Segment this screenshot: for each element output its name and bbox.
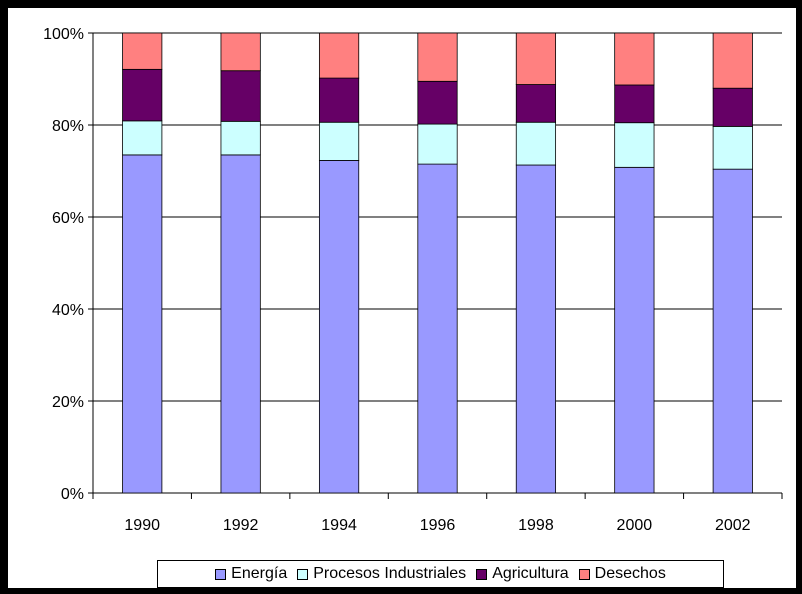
y-tick-label: 20%: [52, 394, 84, 411]
bar-segment: [220, 154, 261, 494]
bar-segment: [318, 32, 360, 79]
bar-segment: [712, 125, 753, 170]
x-tick-label: 1998: [518, 517, 554, 534]
legend-label: Agricultura: [492, 565, 569, 582]
stacked-bar-chart: 0% 20% 40% 60% 80% 100% 1990 1992 1994 1996 1998 20…: [43, 26, 783, 534]
legend-swatch: [215, 568, 227, 580]
bar-segment: [417, 32, 458, 82]
bar-segment: [712, 87, 753, 127]
bar-segment: [515, 164, 557, 494]
bar-segment: [614, 32, 655, 86]
bar-segment: [220, 32, 261, 72]
bar-segment: [614, 122, 655, 168]
bar-segment: [417, 163, 458, 494]
x-tick-label: 1994: [321, 517, 357, 534]
x-tick-label: 1996: [420, 517, 456, 534]
y-tick-label: 0%: [61, 486, 84, 503]
y-tick-label: 60%: [52, 210, 84, 227]
bar-segment: [122, 68, 163, 122]
x-tick-label: 2000: [617, 517, 653, 534]
legend: Energía Procesos Industriales Agricultura D…: [157, 560, 724, 588]
legend-item: Energía: [215, 565, 287, 583]
bar-segment: [220, 70, 261, 122]
legend-swatch: [476, 568, 488, 580]
bar-segment: [122, 154, 163, 494]
bar-segment: [614, 166, 655, 494]
bar-segment: [712, 168, 753, 494]
bar-segment: [122, 120, 163, 156]
bar-segment: [417, 80, 458, 125]
bar-segment: [515, 32, 557, 85]
legend-swatch: [297, 568, 309, 580]
bar-segment: [417, 123, 458, 165]
bar-segment: [318, 160, 360, 494]
y-tick-label: 100%: [43, 26, 84, 43]
x-tick-label: 1992: [223, 517, 259, 534]
legend-item: Procesos Industriales: [297, 565, 466, 583]
legend-label: Procesos Industriales: [313, 565, 467, 582]
y-tick-label: 80%: [52, 118, 84, 135]
chart-frame: 0% 20% 40% 60% 80% 100% 1990 1992 1994 1996 1998 20…: [8, 8, 796, 588]
legend-label: Energía: [231, 565, 288, 582]
y-tick-label: 40%: [52, 302, 84, 319]
x-tick-label: 2002: [715, 517, 751, 534]
bar-segment: [614, 84, 655, 124]
bar-segment: [122, 32, 163, 70]
bar-segment: [515, 121, 557, 166]
legend-item: Desechos: [578, 565, 666, 583]
legend-swatch: [578, 568, 590, 580]
legend-label: Desechos: [594, 565, 666, 582]
legend-item: Agricultura: [476, 565, 569, 583]
bar-segment: [318, 77, 360, 123]
bar-segment: [220, 120, 261, 156]
bar-segment: [515, 84, 557, 123]
x-tick-label: 1990: [124, 517, 160, 534]
bar-segment: [712, 32, 753, 89]
bar-segment: [318, 121, 360, 161]
